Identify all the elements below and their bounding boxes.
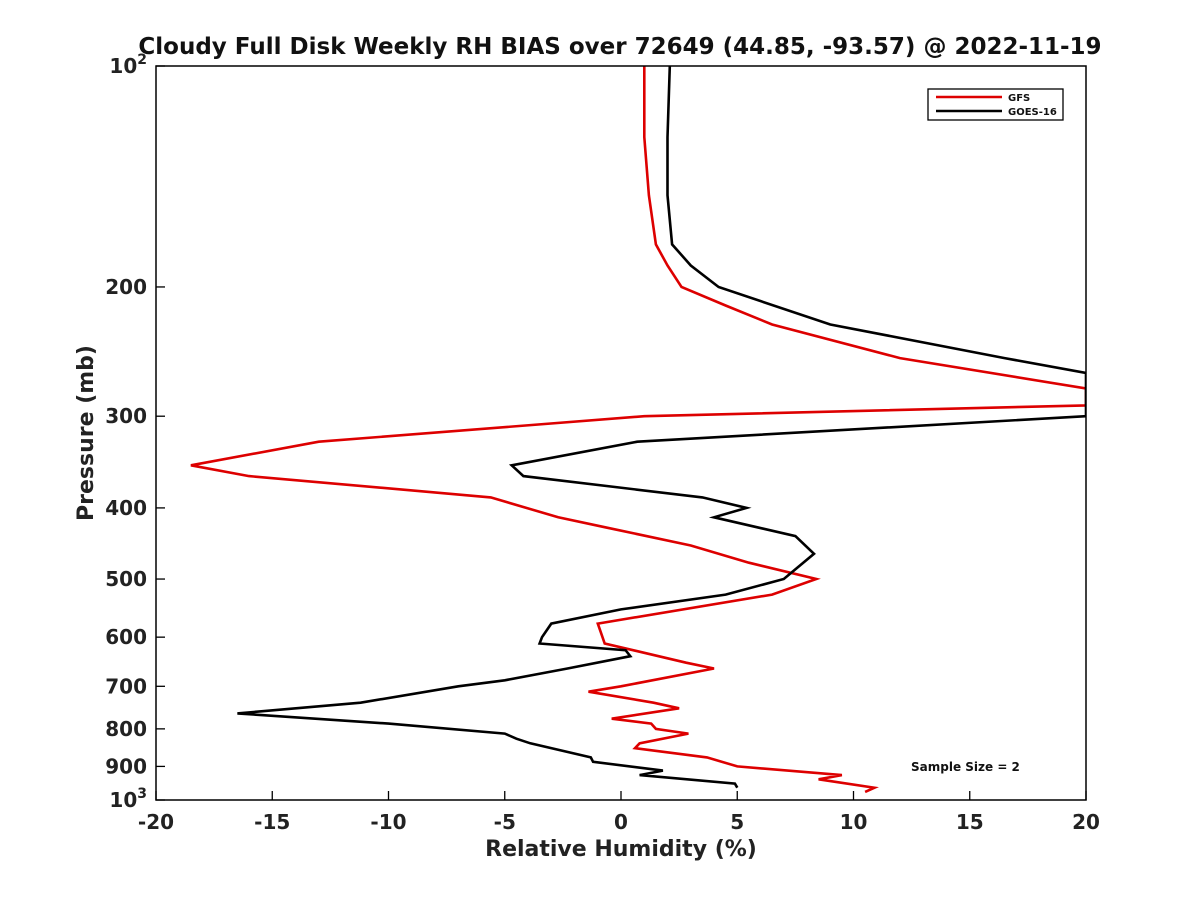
series-line-gfs bbox=[190, 66, 1086, 794]
y-tick-label: 400 bbox=[105, 496, 147, 520]
x-tick-label: -20 bbox=[138, 810, 174, 834]
y-tick-label: 600 bbox=[105, 625, 147, 649]
y-tick-label: 800 bbox=[105, 717, 147, 741]
plot-frame bbox=[155, 65, 1087, 801]
x-axis: -20 -15 -10 -5 0 5 10 15 20 bbox=[138, 791, 1100, 834]
legend-box bbox=[927, 88, 1064, 121]
y-tick-label: 102 bbox=[109, 52, 147, 78]
y-tick-label: 200 bbox=[105, 275, 147, 299]
y-tick-label: 900 bbox=[105, 754, 147, 778]
x-axis-label: Relative Humidity (%) bbox=[485, 837, 757, 862]
y-tick-label: 103 bbox=[109, 786, 147, 812]
legend-label-gfs: GFS bbox=[1008, 93, 1030, 104]
y-axis-label: Pressure (mb) bbox=[74, 345, 99, 521]
series-layer bbox=[190, 66, 1086, 794]
legend-label-goes16: GOES-16 bbox=[1008, 107, 1057, 118]
sample-size-annotation: Sample Size = 2 bbox=[911, 760, 1020, 774]
y-tick-label: 300 bbox=[105, 404, 147, 428]
y-tick-label: 700 bbox=[105, 674, 147, 698]
x-tick-label: -15 bbox=[254, 810, 290, 834]
chart-title: Cloudy Full Disk Weekly RH BIAS over 726… bbox=[138, 34, 1101, 60]
series-line-goes16 bbox=[237, 66, 1086, 789]
x-tick-label: 20 bbox=[1072, 810, 1100, 834]
x-tick-label: 10 bbox=[840, 810, 868, 834]
x-tick-label: 5 bbox=[730, 810, 744, 834]
x-tick-label: -10 bbox=[370, 810, 406, 834]
x-tick-label: 0 bbox=[614, 810, 628, 834]
y-tick-label: 500 bbox=[105, 567, 147, 591]
legend: GFS GOES-16 bbox=[927, 88, 1064, 121]
x-tick-label: 15 bbox=[956, 810, 984, 834]
x-tick-label: -5 bbox=[494, 810, 516, 834]
y-axis: 102 200 300 400 500 600 700 800 900 103 bbox=[105, 52, 165, 812]
